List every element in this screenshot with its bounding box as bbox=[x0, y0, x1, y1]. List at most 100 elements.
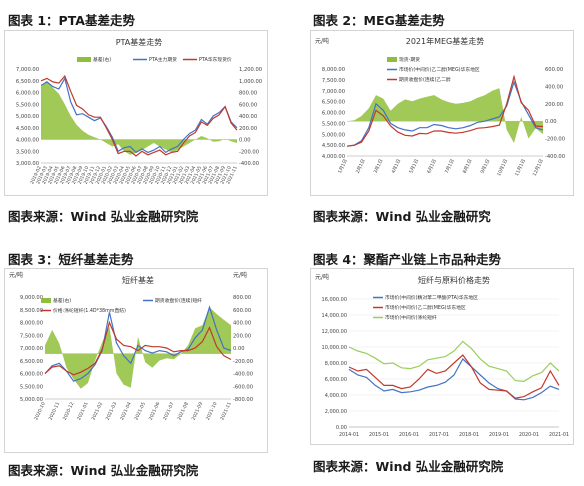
y2-tick-label: -800.00 bbox=[233, 397, 253, 403]
chart-panel-pta: PTA基差走势 7,000.00 6,500.00 6,000.00 5,500.00 5… bbox=[4, 30, 268, 196]
y2-tick-label: -400.00 bbox=[545, 154, 565, 160]
figure-3-source: 图表来源：Wind 弘业金融研究院 bbox=[8, 463, 199, 478]
y2-axis-unit: 元/吨 bbox=[233, 271, 247, 279]
legend-label: 期货收盘价(连续)乙二醇 bbox=[399, 76, 451, 83]
legend-swatch bbox=[387, 57, 397, 62]
chart-panel-psf: 短纤基差 元/吨 元/吨 9,000.00 8,500.00 8,000.00 7,500.… bbox=[4, 268, 268, 453]
figure-3-title: 图表 3：短纤基差走势 bbox=[8, 252, 134, 267]
x-tick-label: 2021-09 bbox=[191, 401, 205, 421]
y-tick-label: 14,000.00 bbox=[322, 313, 347, 319]
y-tick-label: 8,000.00 bbox=[20, 321, 43, 327]
legend-label: 市场价(中间价)精对苯二甲酸(PTA)华东地区 bbox=[385, 294, 478, 301]
x-tick-label: 2020-12 bbox=[62, 401, 76, 421]
y-tick-label: 16,000.00 bbox=[322, 297, 347, 303]
x-tick-label: 3月1日 bbox=[373, 158, 385, 174]
y-tick-label: 3,000.00 bbox=[16, 161, 39, 167]
x-tick-label: 2015-01 bbox=[369, 432, 389, 438]
chart-panel-polyester: 短纤与原料价格走势 元/吨 16,000.00 14,000.00 12,000.00 1… bbox=[310, 268, 574, 445]
figure-1-title: 图表 1：PTA基差走势 bbox=[8, 13, 135, 28]
legend-label: 基差(右) bbox=[53, 297, 71, 304]
series-area-0 bbox=[41, 80, 237, 155]
y2-tick-label: 600.00 bbox=[239, 102, 257, 108]
x-tick-label: 2021-05 bbox=[133, 401, 147, 421]
chart-title: 2021年MEG基差走势 bbox=[406, 36, 485, 46]
x-tick-label: 2020-10 bbox=[33, 401, 47, 421]
y-tick-label: 6,500.00 bbox=[16, 79, 39, 85]
legend-label: PTA主力期货 bbox=[149, 56, 177, 63]
x-tick-label: 2021-10 bbox=[205, 401, 219, 421]
x-tick-label: 8月1日 bbox=[462, 158, 474, 174]
x-tick-label: 2021-04 bbox=[119, 401, 133, 421]
y2-tick-label: -200.00 bbox=[239, 149, 259, 155]
series-line-0 bbox=[348, 358, 560, 401]
y2-tick-label: -600.00 bbox=[233, 384, 253, 390]
y-tick-label: 4,000.00 bbox=[16, 138, 39, 144]
x-tick-label: 2018-01 bbox=[459, 432, 479, 438]
y-tick-label: 0.00 bbox=[336, 425, 347, 431]
y-tick-label: 4,000.00 bbox=[322, 154, 345, 160]
y-tick-label: 12,000.00 bbox=[322, 329, 347, 335]
y2-tick-label: 600.00 bbox=[545, 67, 563, 73]
x-tick-label: 2021-06 bbox=[148, 401, 162, 421]
x-tick-label: 5月1日 bbox=[408, 158, 420, 174]
x-tick-label: 2月1日 bbox=[355, 158, 367, 174]
legend-label: 现货-期货 bbox=[399, 56, 420, 63]
y-tick-label: 8,000.00 bbox=[325, 361, 347, 367]
y-tick-label: 2,000.00 bbox=[325, 409, 347, 415]
x-tick-label: 2021-02 bbox=[90, 401, 104, 421]
series-line-2 bbox=[348, 340, 560, 383]
y-tick-label: 7,000.00 bbox=[322, 89, 345, 95]
legend-label: 基差(右) bbox=[93, 56, 111, 63]
y2-tick-label: -400.00 bbox=[239, 161, 259, 167]
pta-basis-chart: PTA基差走势 7,000.00 6,500.00 6,000.00 5,500.00 5… bbox=[16, 37, 262, 185]
chart-panel-meg: 2021年MEG基差走势 元/吨 8,000.00 7,500.00 7,000.00 6… bbox=[310, 30, 574, 196]
y-axis-unit: 元/吨 bbox=[315, 37, 329, 45]
y-tick-label: 5,000.00 bbox=[20, 397, 43, 403]
x-tick-label: 2016-01 bbox=[399, 432, 419, 438]
psf-basis-chart: 短纤基差 元/吨 元/吨 9,000.00 8,500.00 8,000.00 7,500.… bbox=[9, 271, 253, 421]
y2-tick-label: 0.00 bbox=[233, 346, 245, 352]
series-line-2 bbox=[44, 320, 232, 376]
legend-swatch bbox=[41, 298, 51, 303]
x-tick-label: 2014-01 bbox=[339, 432, 359, 438]
chart-title: 短纤基差 bbox=[122, 275, 154, 285]
y-tick-label: 10,000.00 bbox=[322, 345, 347, 351]
series-area-0 bbox=[347, 88, 543, 143]
x-tick-label: 2021-01 bbox=[76, 401, 90, 421]
chart-title: PTA基差走势 bbox=[116, 37, 163, 47]
y-tick-label: 4,500.00 bbox=[16, 126, 39, 132]
legend-label: 市场价(中间价)涤纶短纤 bbox=[385, 314, 437, 321]
x-tick-label: 7月1日 bbox=[444, 158, 456, 174]
y2-tick-label: 400.00 bbox=[233, 321, 251, 327]
y2-tick-label: 1,000.00 bbox=[239, 79, 262, 85]
x-tick-label: 2021-07 bbox=[162, 401, 176, 421]
figure-4-source: 图表来源：Wind 弘业金融研究院 bbox=[313, 459, 504, 474]
x-tick-label: 10月1日 bbox=[496, 158, 509, 177]
y-tick-label: 6,500.00 bbox=[322, 100, 345, 106]
y-tick-label: 5,500.00 bbox=[322, 121, 345, 127]
y2-tick-label: 400.00 bbox=[545, 84, 563, 90]
y-tick-label: 5,500.00 bbox=[16, 102, 39, 108]
y-tick-label: 6,000.00 bbox=[20, 372, 43, 378]
series-line-2 bbox=[346, 74, 544, 147]
series-line-1 bbox=[346, 80, 544, 147]
y-axis-unit: 元/吨 bbox=[9, 271, 23, 279]
y-tick-label: 7,500.00 bbox=[20, 333, 43, 339]
y-tick-label: 5,000.00 bbox=[16, 114, 39, 120]
x-tick-label: 6月1日 bbox=[426, 158, 438, 174]
y-tick-label: 3,500.00 bbox=[16, 149, 39, 155]
figure-2-title: 图表 2：MEG基差走势 bbox=[313, 13, 445, 28]
y2-tick-label: 0.00 bbox=[545, 119, 557, 125]
y-tick-label: 8,500.00 bbox=[20, 308, 43, 314]
y-tick-label: 7,000.00 bbox=[16, 67, 39, 73]
legend-label: PTA华东现货价 bbox=[199, 56, 232, 63]
figure-1-source: 图表来源：Wind 弘业金融研究院 bbox=[8, 209, 199, 224]
figure-2-source: 图表来源：Wind 弘业金融研究 bbox=[313, 209, 491, 224]
y-tick-label: 5,500.00 bbox=[20, 384, 43, 390]
series-area-0 bbox=[45, 307, 231, 389]
y-tick-label: 4,000.00 bbox=[325, 393, 347, 399]
x-tick-label: 2020-01 bbox=[519, 432, 539, 438]
y-tick-label: 6,000.00 bbox=[325, 377, 347, 383]
x-tick-label: 2021-03 bbox=[105, 401, 119, 421]
y2-tick-label: 600.00 bbox=[233, 308, 251, 314]
